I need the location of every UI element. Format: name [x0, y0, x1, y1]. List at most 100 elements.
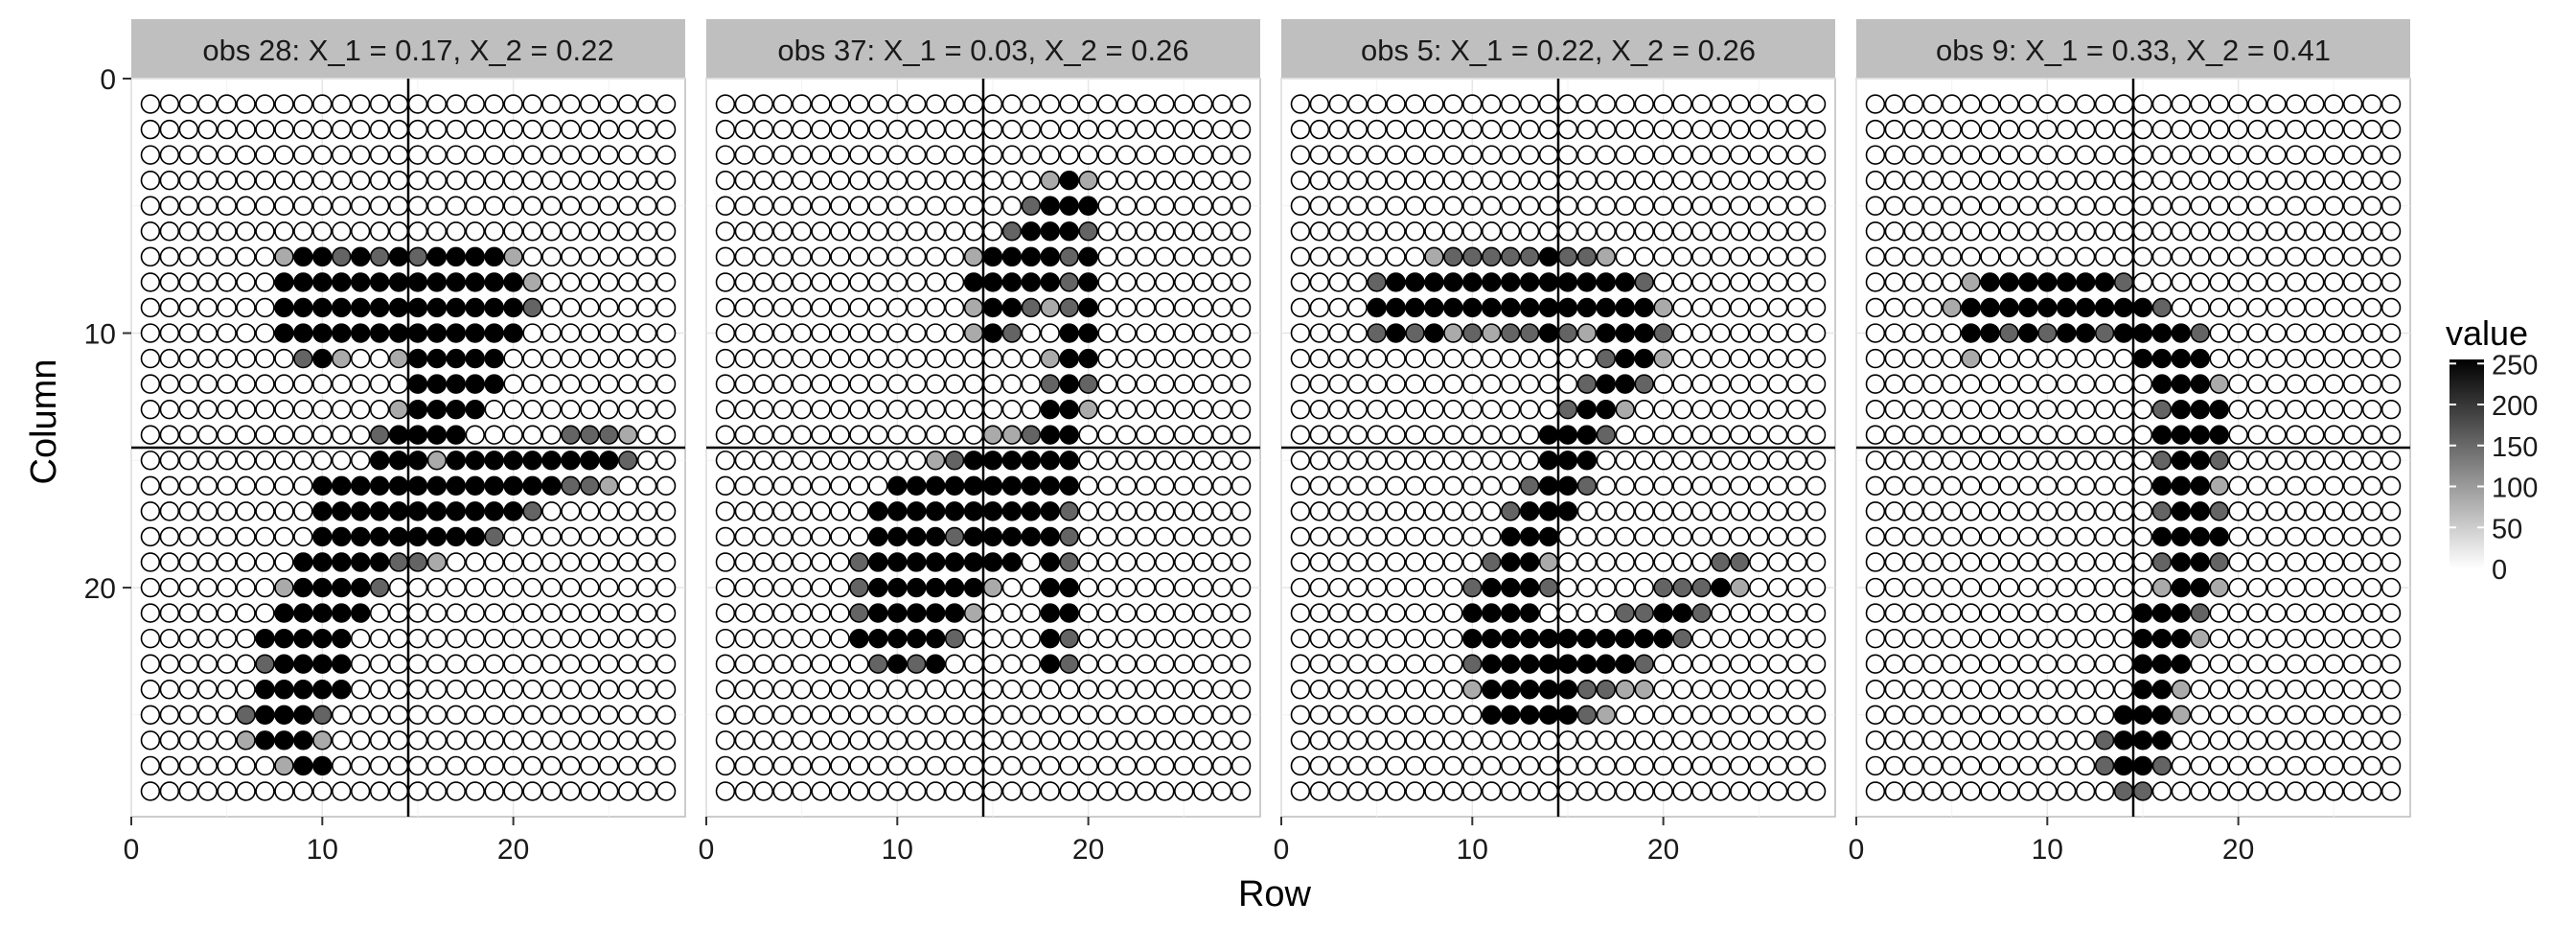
- pixel-point: [178, 552, 198, 572]
- pixel-point: [1538, 323, 1559, 343]
- pixel-point: [599, 501, 619, 521]
- pixel-point: [2228, 196, 2248, 216]
- pixel-point: [2247, 119, 2267, 140]
- pixel-point: [2305, 475, 2325, 497]
- pixel-point: [1021, 781, 1042, 801]
- pixel-point: [426, 297, 448, 318]
- pixel-point: [1001, 755, 1023, 776]
- pixel-point: [656, 603, 677, 623]
- pixel-point: [963, 680, 984, 700]
- pixel-point: [217, 94, 237, 114]
- pixel-point: [2171, 781, 2192, 801]
- pixel-point: [1462, 323, 1483, 343]
- pixel-point: [2151, 272, 2173, 292]
- pixel-point: [830, 680, 850, 700]
- pixel-point: [1193, 323, 1213, 343]
- pixel-point: [1519, 628, 1540, 649]
- pixel-point: [907, 272, 927, 292]
- pixel-point: [541, 246, 562, 267]
- pixel-point: [1040, 680, 1060, 700]
- pixel-point: [1230, 705, 1252, 725]
- pixel-point: [2037, 323, 2058, 343]
- pixel-point: [465, 425, 485, 445]
- pixel-point: [1884, 374, 1905, 394]
- pixel-point: [753, 755, 773, 776]
- pixel-point: [2018, 552, 2038, 572]
- pixel-point: [541, 603, 562, 623]
- pixel-point: [1078, 603, 1098, 623]
- pixel-point: [1557, 171, 1578, 191]
- pixel-point: [541, 171, 562, 191]
- pixel-point: [484, 196, 504, 216]
- pixel-point: [561, 119, 581, 140]
- pixel-point: [1367, 526, 1387, 547]
- pixel-point: [2305, 171, 2325, 191]
- pixel-point: [2228, 297, 2248, 318]
- pixel-point: [522, 730, 542, 751]
- pixel-point: [772, 94, 793, 114]
- pixel-point: [1672, 221, 1692, 242]
- pixel-point: [1309, 755, 1330, 776]
- pixel-point: [580, 451, 600, 471]
- pixel-point: [1211, 171, 1232, 191]
- pixel-point: [369, 526, 390, 547]
- pixel-point: [1211, 196, 1232, 216]
- pixel-point: [1730, 348, 1750, 369]
- pixel-point: [561, 577, 581, 598]
- pixel-point: [369, 654, 390, 674]
- pixel-point: [2343, 552, 2363, 572]
- pixel-point: [2247, 781, 2267, 801]
- pixel-point: [656, 781, 677, 801]
- pixel-point: [561, 171, 581, 191]
- pixel-point: [944, 552, 965, 572]
- pixel-point: [1942, 552, 1962, 572]
- pixel-point: [887, 628, 908, 649]
- pixel-point: [715, 94, 736, 114]
- pixel-point: [140, 348, 161, 369]
- pixel-point: [274, 196, 294, 216]
- pixel-point: [887, 577, 908, 598]
- pixel-point: [1193, 374, 1213, 394]
- pixel-point: [925, 323, 946, 343]
- pixel-point: [465, 323, 485, 343]
- pixel-point: [522, 297, 542, 318]
- facet-strip: [1856, 19, 2410, 79]
- pixel-point: [1040, 705, 1060, 725]
- pixel-point: [2380, 781, 2402, 801]
- pixel-point: [2305, 628, 2325, 649]
- pixel-point: [1711, 755, 1731, 776]
- pixel-point: [1462, 94, 1483, 114]
- pixel-point: [1328, 501, 1348, 521]
- pixel-point: [2018, 577, 2038, 598]
- pixel-point: [1576, 451, 1598, 471]
- pixel-point: [1634, 552, 1654, 572]
- pixel-point: [1500, 196, 1521, 216]
- pixel-point: [1328, 272, 1348, 292]
- pixel-point: [312, 221, 333, 242]
- pixel-point: [350, 196, 371, 216]
- pixel-point: [1230, 246, 1252, 267]
- pixel-point: [618, 628, 638, 649]
- pixel-point: [1691, 628, 1712, 649]
- pixel-point: [2286, 475, 2306, 497]
- pixel-point: [715, 781, 736, 801]
- pixel-point: [2057, 171, 2077, 191]
- pixel-point: [1078, 577, 1098, 598]
- pixel-point: [1922, 603, 1943, 623]
- pixel-point: [293, 323, 313, 343]
- pixel-point: [2343, 374, 2363, 394]
- pixel-point: [1001, 628, 1023, 649]
- pixel-point: [1443, 705, 1463, 725]
- pixel-point: [1672, 399, 1692, 420]
- pixel-point: [522, 272, 542, 292]
- pixel-point: [2247, 323, 2267, 343]
- pixel-point: [1806, 171, 1827, 191]
- pixel-point: [2305, 501, 2325, 521]
- pixel-point: [599, 171, 619, 191]
- pixel-point: [465, 730, 485, 751]
- pixel-point: [1865, 171, 1886, 191]
- pixel-point: [312, 272, 333, 292]
- pixel-point: [1672, 552, 1692, 572]
- pixel-point: [734, 297, 755, 318]
- pixel-point: [2343, 119, 2363, 140]
